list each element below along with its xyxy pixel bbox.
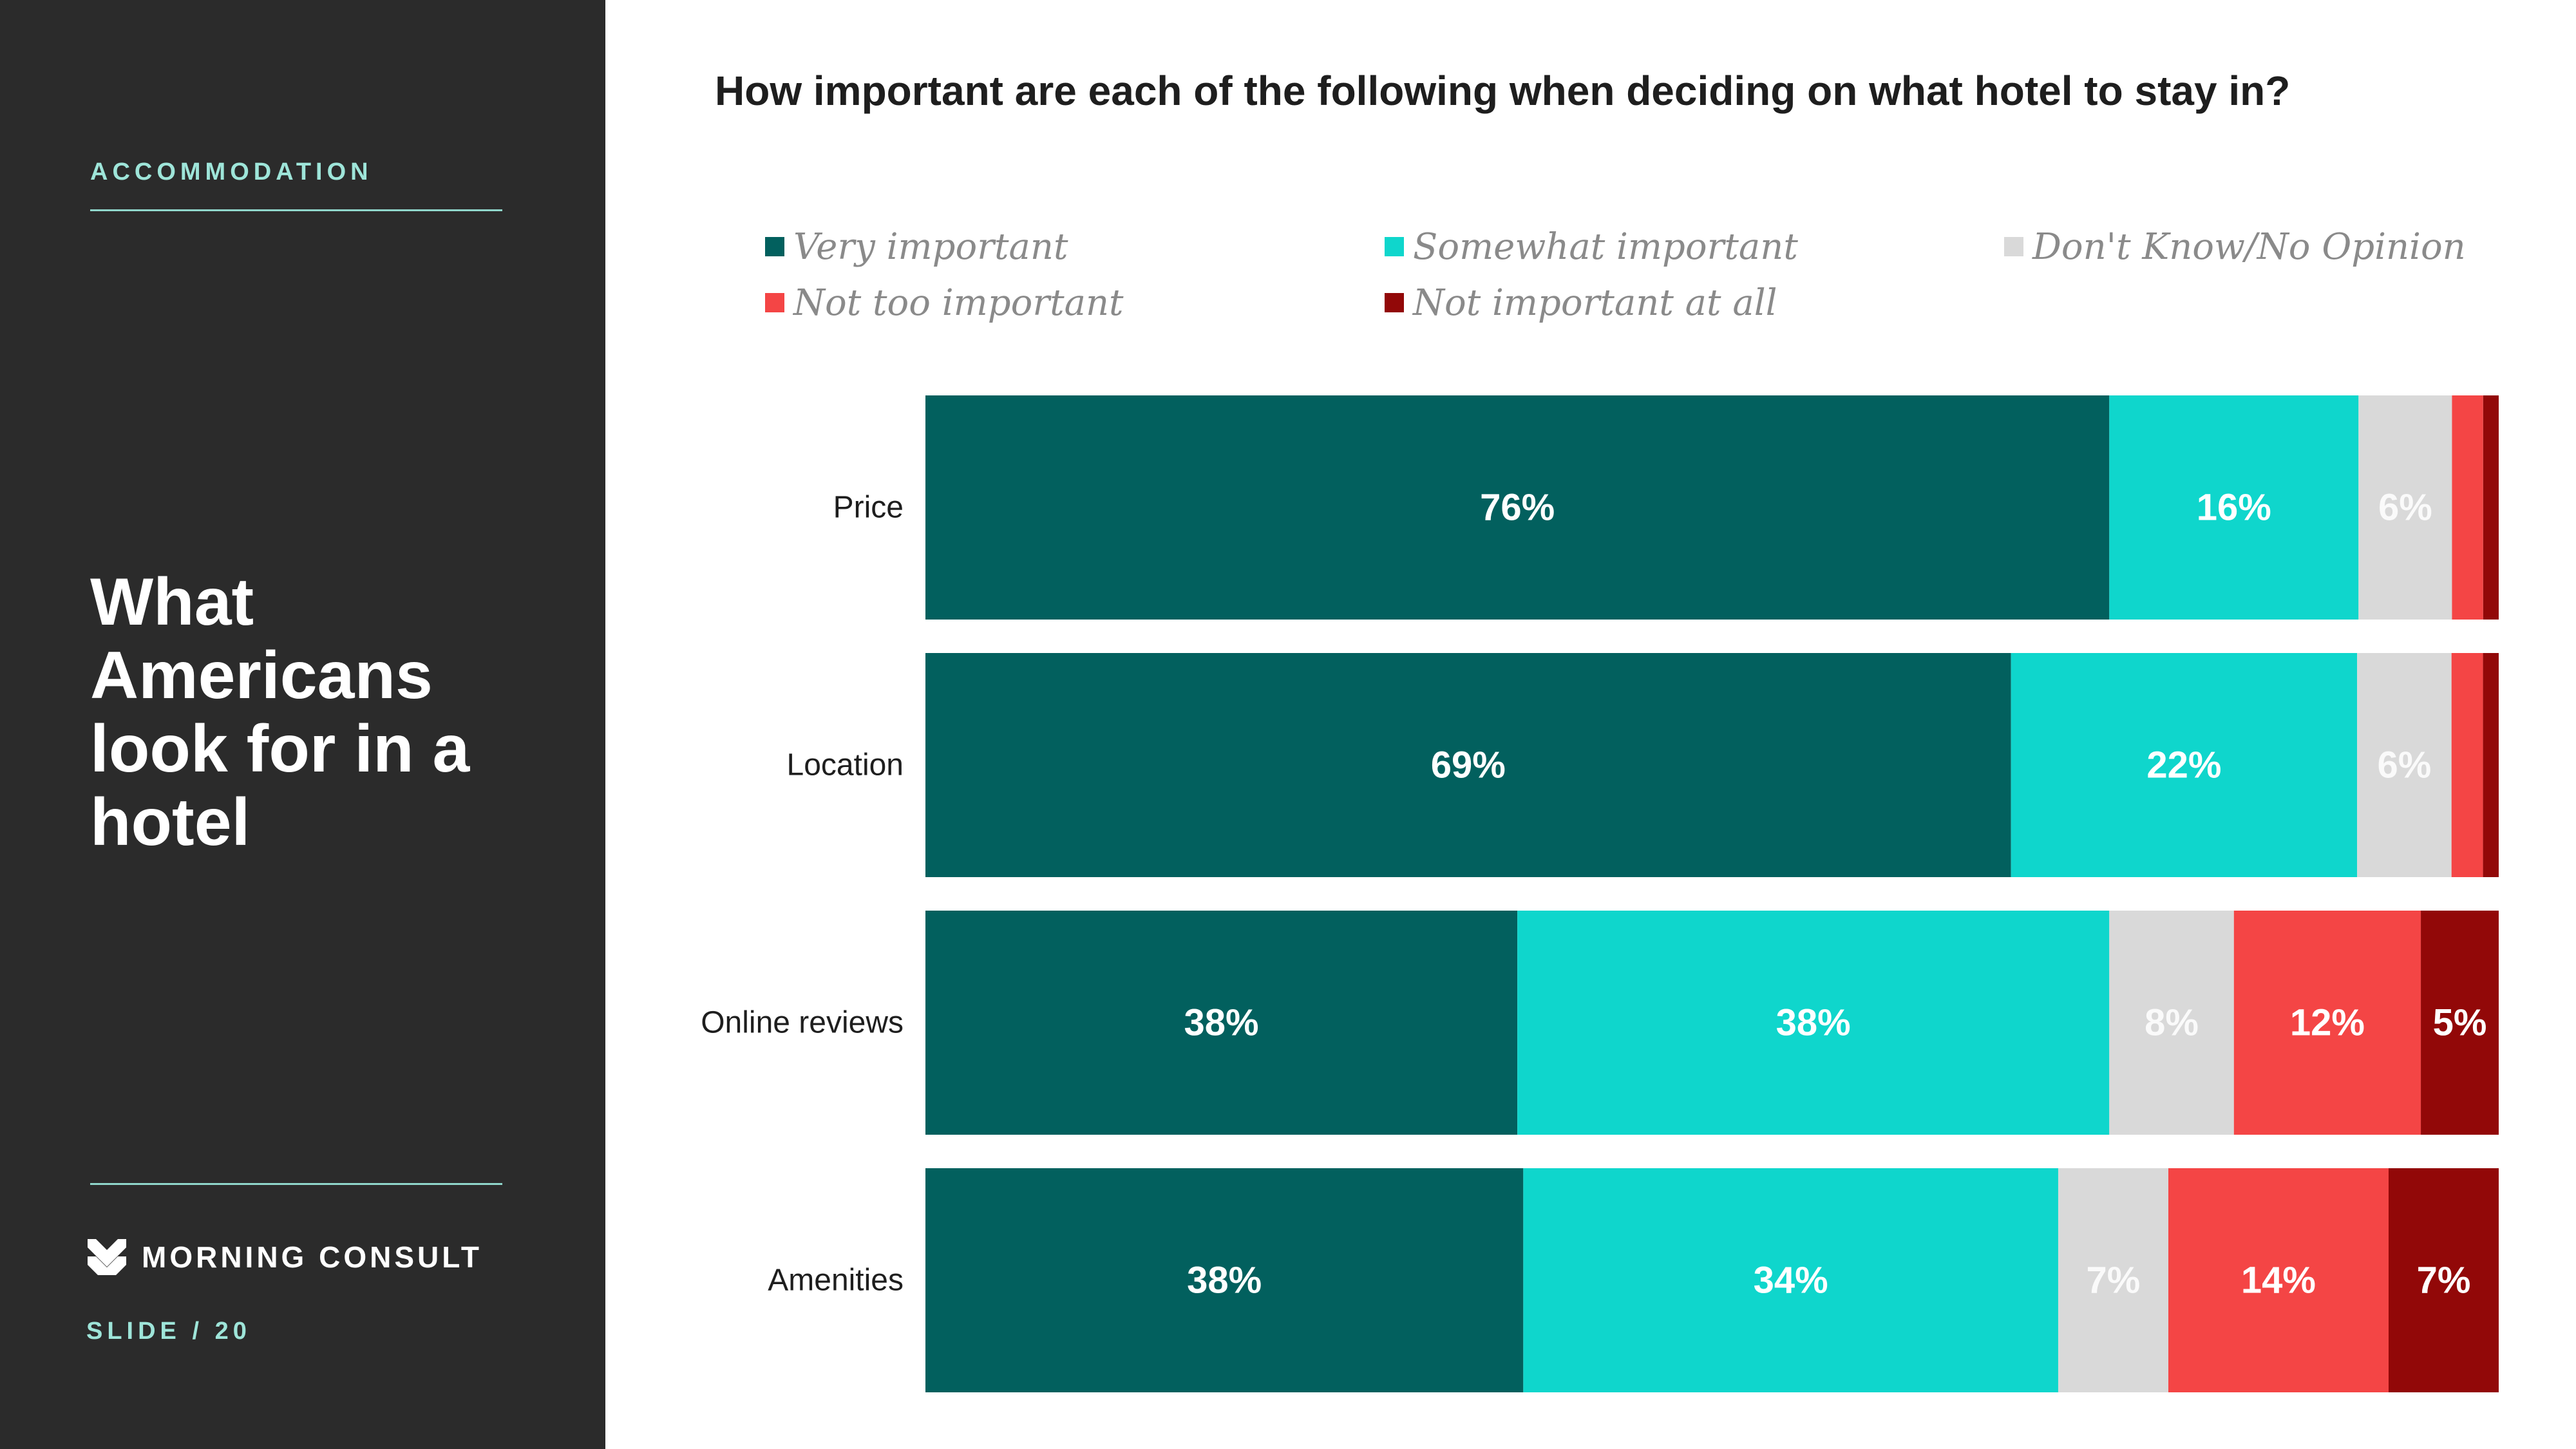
category-label: Amenities (768, 1264, 904, 1298)
bar-segment (2483, 653, 2499, 877)
bar-segment (2358, 395, 2452, 620)
category-label: Online reviews (701, 1006, 904, 1040)
legend-label: Not too important (793, 281, 1124, 324)
legend-item-somewhat-important: Somewhat important (1385, 221, 1798, 272)
bar-segment (1523, 1168, 2058, 1392)
brand-name: MORNING CONSULT (142, 1240, 483, 1274)
bar-segment (2168, 1168, 2389, 1392)
bar-segment (2421, 911, 2499, 1135)
legend-label: Don't Know/No Opinion (2032, 225, 2466, 268)
legend-swatch (2004, 237, 2023, 256)
data-label: 38% (1184, 1002, 1259, 1044)
bar-segment (2109, 395, 2359, 620)
category-label: Location (787, 748, 904, 782)
data-label: 12% (2290, 1002, 2365, 1044)
data-label: 7% (2087, 1260, 2141, 1302)
data-label: 69% (1431, 744, 1506, 786)
data-label: 76% (1480, 487, 1555, 529)
section-label: ACCOMMODATION (90, 158, 373, 185)
bar-segment (2233, 911, 2421, 1135)
page-title: What Americans look for in a hotel (90, 565, 470, 860)
bar-segment (2011, 653, 2358, 877)
bar-segment (925, 653, 2011, 877)
bar-segment (2109, 911, 2234, 1135)
data-label: 22% (2146, 744, 2221, 786)
data-label: 6% (2378, 487, 2432, 529)
data-label: 14% (2241, 1260, 2316, 1302)
legend-swatch (1385, 237, 1404, 256)
slide-number: SLIDE / 20 (86, 1318, 251, 1345)
legend-swatch (1385, 293, 1404, 312)
legend-label: Not important at all (1413, 281, 1777, 324)
bar-segment (1517, 911, 2110, 1135)
data-label: 8% (2145, 1002, 2199, 1044)
legend-item-not-too-important: Not too important (765, 277, 1124, 328)
legend-label: Somewhat important (1413, 225, 1798, 268)
data-label: 38% (1187, 1260, 1262, 1302)
data-label: 7% (2417, 1260, 2471, 1302)
bar-segment (2388, 1168, 2499, 1392)
divider (90, 209, 502, 211)
chart-title: How important are each of the following … (715, 68, 2291, 114)
divider (90, 1183, 502, 1185)
legend-item-not-important-at-all: Not important at all (1385, 277, 1777, 328)
data-label: 6% (2378, 744, 2432, 786)
legend-item-dont-know: Don't Know/No Opinion (2004, 221, 2466, 272)
brand: MORNING CONSULT (88, 1236, 482, 1278)
bar-segment (2452, 395, 2483, 620)
bar-segment (925, 1168, 1524, 1392)
legend-swatch (765, 237, 784, 256)
bar-segment (2058, 1168, 2168, 1392)
bar-segment (925, 911, 1518, 1135)
bar-segment (925, 395, 2110, 620)
legend-swatch (765, 293, 784, 312)
data-label: 34% (1754, 1260, 1828, 1302)
category-label: Price (833, 491, 904, 525)
data-label: 38% (1776, 1002, 1851, 1044)
sidebar: ACCOMMODATION What Americans look for in… (0, 0, 605, 1449)
legend-label: Very important (793, 225, 1068, 268)
data-label: 16% (2197, 487, 2271, 529)
legend-item-very-important: Very important (765, 221, 1068, 272)
bar-segment (2451, 653, 2483, 877)
morning-consult-chevron-logo-icon (88, 1239, 126, 1275)
data-label: 5% (2433, 1002, 2487, 1044)
bar-segment (2483, 395, 2499, 620)
bar-segment (2357, 653, 2452, 877)
